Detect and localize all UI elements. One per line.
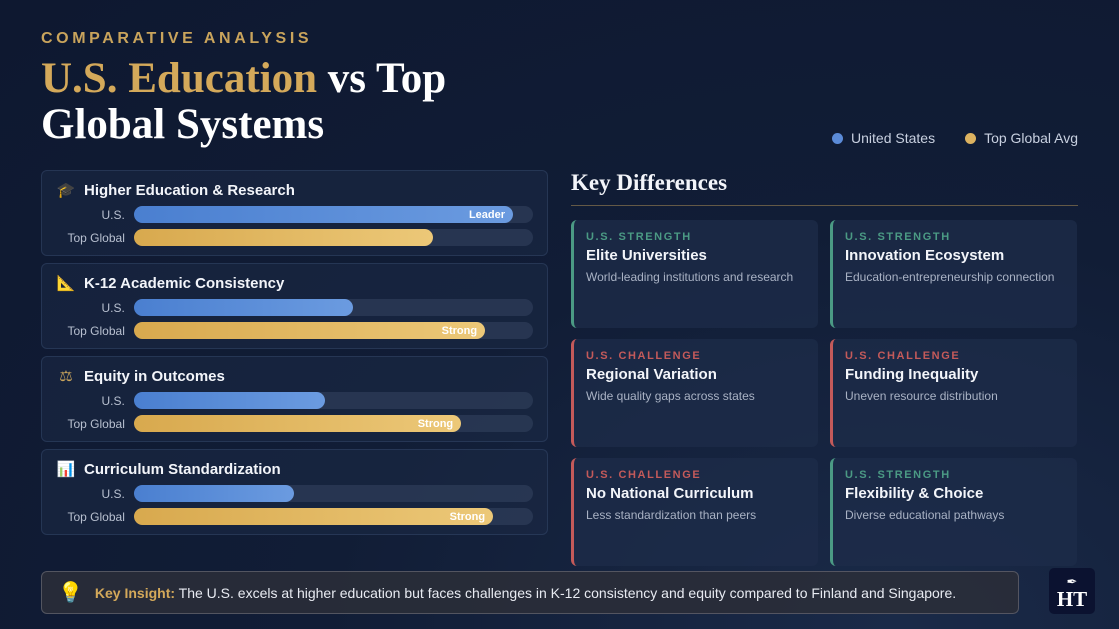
key-differences-title: Key Differences bbox=[571, 170, 728, 195]
bar-track bbox=[133, 299, 533, 316]
card-tag: U.S. CHALLENGE bbox=[586, 469, 702, 481]
bar-label-us: U.S. bbox=[101, 486, 125, 501]
key-differences-grid: U.S. STRENGTH Elite Universities World-l… bbox=[571, 220, 1078, 566]
card-title: No National Curriculum bbox=[586, 485, 754, 502]
insight-label: Key Insight: bbox=[94, 584, 176, 601]
card-title: Regional Variation bbox=[586, 366, 717, 383]
bar-tag: Strong bbox=[441, 324, 478, 337]
triangular-ruler-icon: 📐 bbox=[56, 275, 76, 292]
card-desc: Less standardization than peers bbox=[586, 508, 757, 522]
eyebrow-label: COMPARATIVE ANALYSIS bbox=[41, 30, 313, 47]
global-dot-icon bbox=[965, 132, 977, 144]
us-bar bbox=[133, 485, 294, 502]
bar-track bbox=[133, 392, 533, 409]
legend-item-us: United States bbox=[832, 130, 935, 146]
title-rest: vs Top Global Systems bbox=[41, 55, 447, 148]
difference-card: U.S. CHALLENGE No National Curriculum Le… bbox=[571, 458, 818, 566]
bar-chart-icon: 📊 bbox=[56, 461, 76, 478]
global-bar bbox=[133, 229, 434, 246]
bar-label-us: U.S. bbox=[101, 300, 125, 315]
us-bar bbox=[133, 299, 354, 316]
bar-label-us: U.S. bbox=[101, 207, 125, 222]
ht-logo: ✒ HT bbox=[1049, 568, 1095, 614]
card-tag: U.S. STRENGTH bbox=[845, 231, 951, 243]
metric-title: K-12 Academic Consistency bbox=[84, 274, 285, 292]
card-tag: U.S. CHALLENGE bbox=[586, 350, 702, 362]
legend-item-global: Top Global Avg bbox=[965, 130, 1078, 146]
bar-track: Strong bbox=[133, 415, 533, 432]
us-dot-icon bbox=[832, 132, 844, 144]
metric-card-higher-education: 🎓 Higher Education & Research U.S. Leade… bbox=[41, 170, 548, 256]
card-title: Flexibility & Choice bbox=[845, 485, 984, 502]
card-desc: Education-entrepreneurship connection bbox=[845, 270, 1055, 284]
card-desc: Wide quality gaps across states bbox=[586, 389, 755, 403]
card-tag: U.S. CHALLENGE bbox=[845, 350, 961, 362]
card-desc: World-leading institutions and research bbox=[586, 270, 794, 284]
legend: United States Top Global Avg bbox=[832, 130, 1078, 146]
metric-title: Equity in Outcomes bbox=[84, 367, 225, 385]
card-tag: U.S. STRENGTH bbox=[845, 469, 951, 481]
metric-card-k12: 📐 K-12 Academic Consistency U.S. Top Glo… bbox=[41, 263, 548, 349]
graduation-cap-icon: 🎓 bbox=[56, 182, 76, 199]
page-title: U.S. Education vs Top Global Systems bbox=[41, 56, 501, 148]
legend-label: United States bbox=[851, 130, 936, 146]
bar-label-global: Top Global bbox=[67, 230, 125, 245]
metric-title: Curriculum Standardization bbox=[84, 460, 281, 478]
difference-card: U.S. STRENGTH Elite Universities World-l… bbox=[571, 220, 818, 328]
bar-label-us: U.S. bbox=[101, 393, 125, 408]
global-bar: Strong bbox=[133, 415, 462, 432]
difference-card: U.S. STRENGTH Innovation Ecosystem Educa… bbox=[830, 220, 1077, 328]
bar-label-global: Top Global bbox=[67, 509, 125, 524]
bar-track: Leader bbox=[133, 206, 533, 223]
difference-card: U.S. CHALLENGE Regional Variation Wide q… bbox=[571, 339, 818, 447]
bar-track: Strong bbox=[133, 508, 533, 525]
feather-icon: ✒ bbox=[1066, 574, 1078, 589]
bar-tag: Leader bbox=[468, 208, 506, 221]
global-bar: Strong bbox=[133, 508, 494, 525]
title-highlight: U.S. Education bbox=[41, 55, 317, 102]
metric-card-equity: ⚖ Equity in Outcomes U.S. Top Global Str… bbox=[41, 356, 548, 442]
card-title: Innovation Ecosystem bbox=[845, 247, 1005, 264]
bar-label-global: Top Global bbox=[67, 416, 125, 431]
logo-text: HT bbox=[1056, 587, 1088, 611]
scales-icon: ⚖ bbox=[59, 368, 73, 385]
us-bar bbox=[133, 392, 326, 409]
global-bar: Strong bbox=[133, 322, 486, 339]
card-title: Elite Universities bbox=[586, 247, 707, 264]
bar-label-global: Top Global bbox=[67, 323, 125, 338]
card-tag: U.S. STRENGTH bbox=[586, 231, 692, 243]
divider bbox=[571, 205, 1078, 206]
bar-track: Strong bbox=[133, 322, 533, 339]
bar-tag: Strong bbox=[417, 417, 454, 430]
insight-text: The U.S. excels at higher education but … bbox=[178, 584, 957, 601]
difference-card: U.S. CHALLENGE Funding Inequality Uneven… bbox=[830, 339, 1077, 447]
key-insight-banner: 💡 Key Insight: The U.S. excels at higher… bbox=[41, 571, 1019, 614]
us-bar: Leader bbox=[133, 206, 514, 223]
card-desc: Uneven resource distribution bbox=[845, 389, 998, 403]
metric-title: Higher Education & Research bbox=[84, 181, 295, 199]
bar-tag: Strong bbox=[449, 510, 486, 523]
difference-card: U.S. STRENGTH Flexibility & Choice Diver… bbox=[830, 458, 1077, 566]
metrics-panel: 🎓 Higher Education & Research U.S. Leade… bbox=[41, 170, 548, 542]
lightbulb-icon: 💡 bbox=[58, 582, 83, 604]
metric-card-curriculum: 📊 Curriculum Standardization U.S. Top Gl… bbox=[41, 449, 548, 535]
legend-label: Top Global Avg bbox=[984, 130, 1078, 146]
card-title: Funding Inequality bbox=[845, 366, 979, 383]
card-desc: Diverse educational pathways bbox=[845, 508, 1005, 522]
bar-track bbox=[133, 229, 533, 246]
bar-track bbox=[133, 485, 533, 502]
